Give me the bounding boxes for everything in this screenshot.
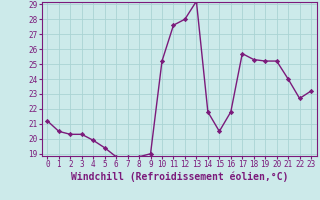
- X-axis label: Windchill (Refroidissement éolien,°C): Windchill (Refroidissement éolien,°C): [70, 172, 288, 182]
